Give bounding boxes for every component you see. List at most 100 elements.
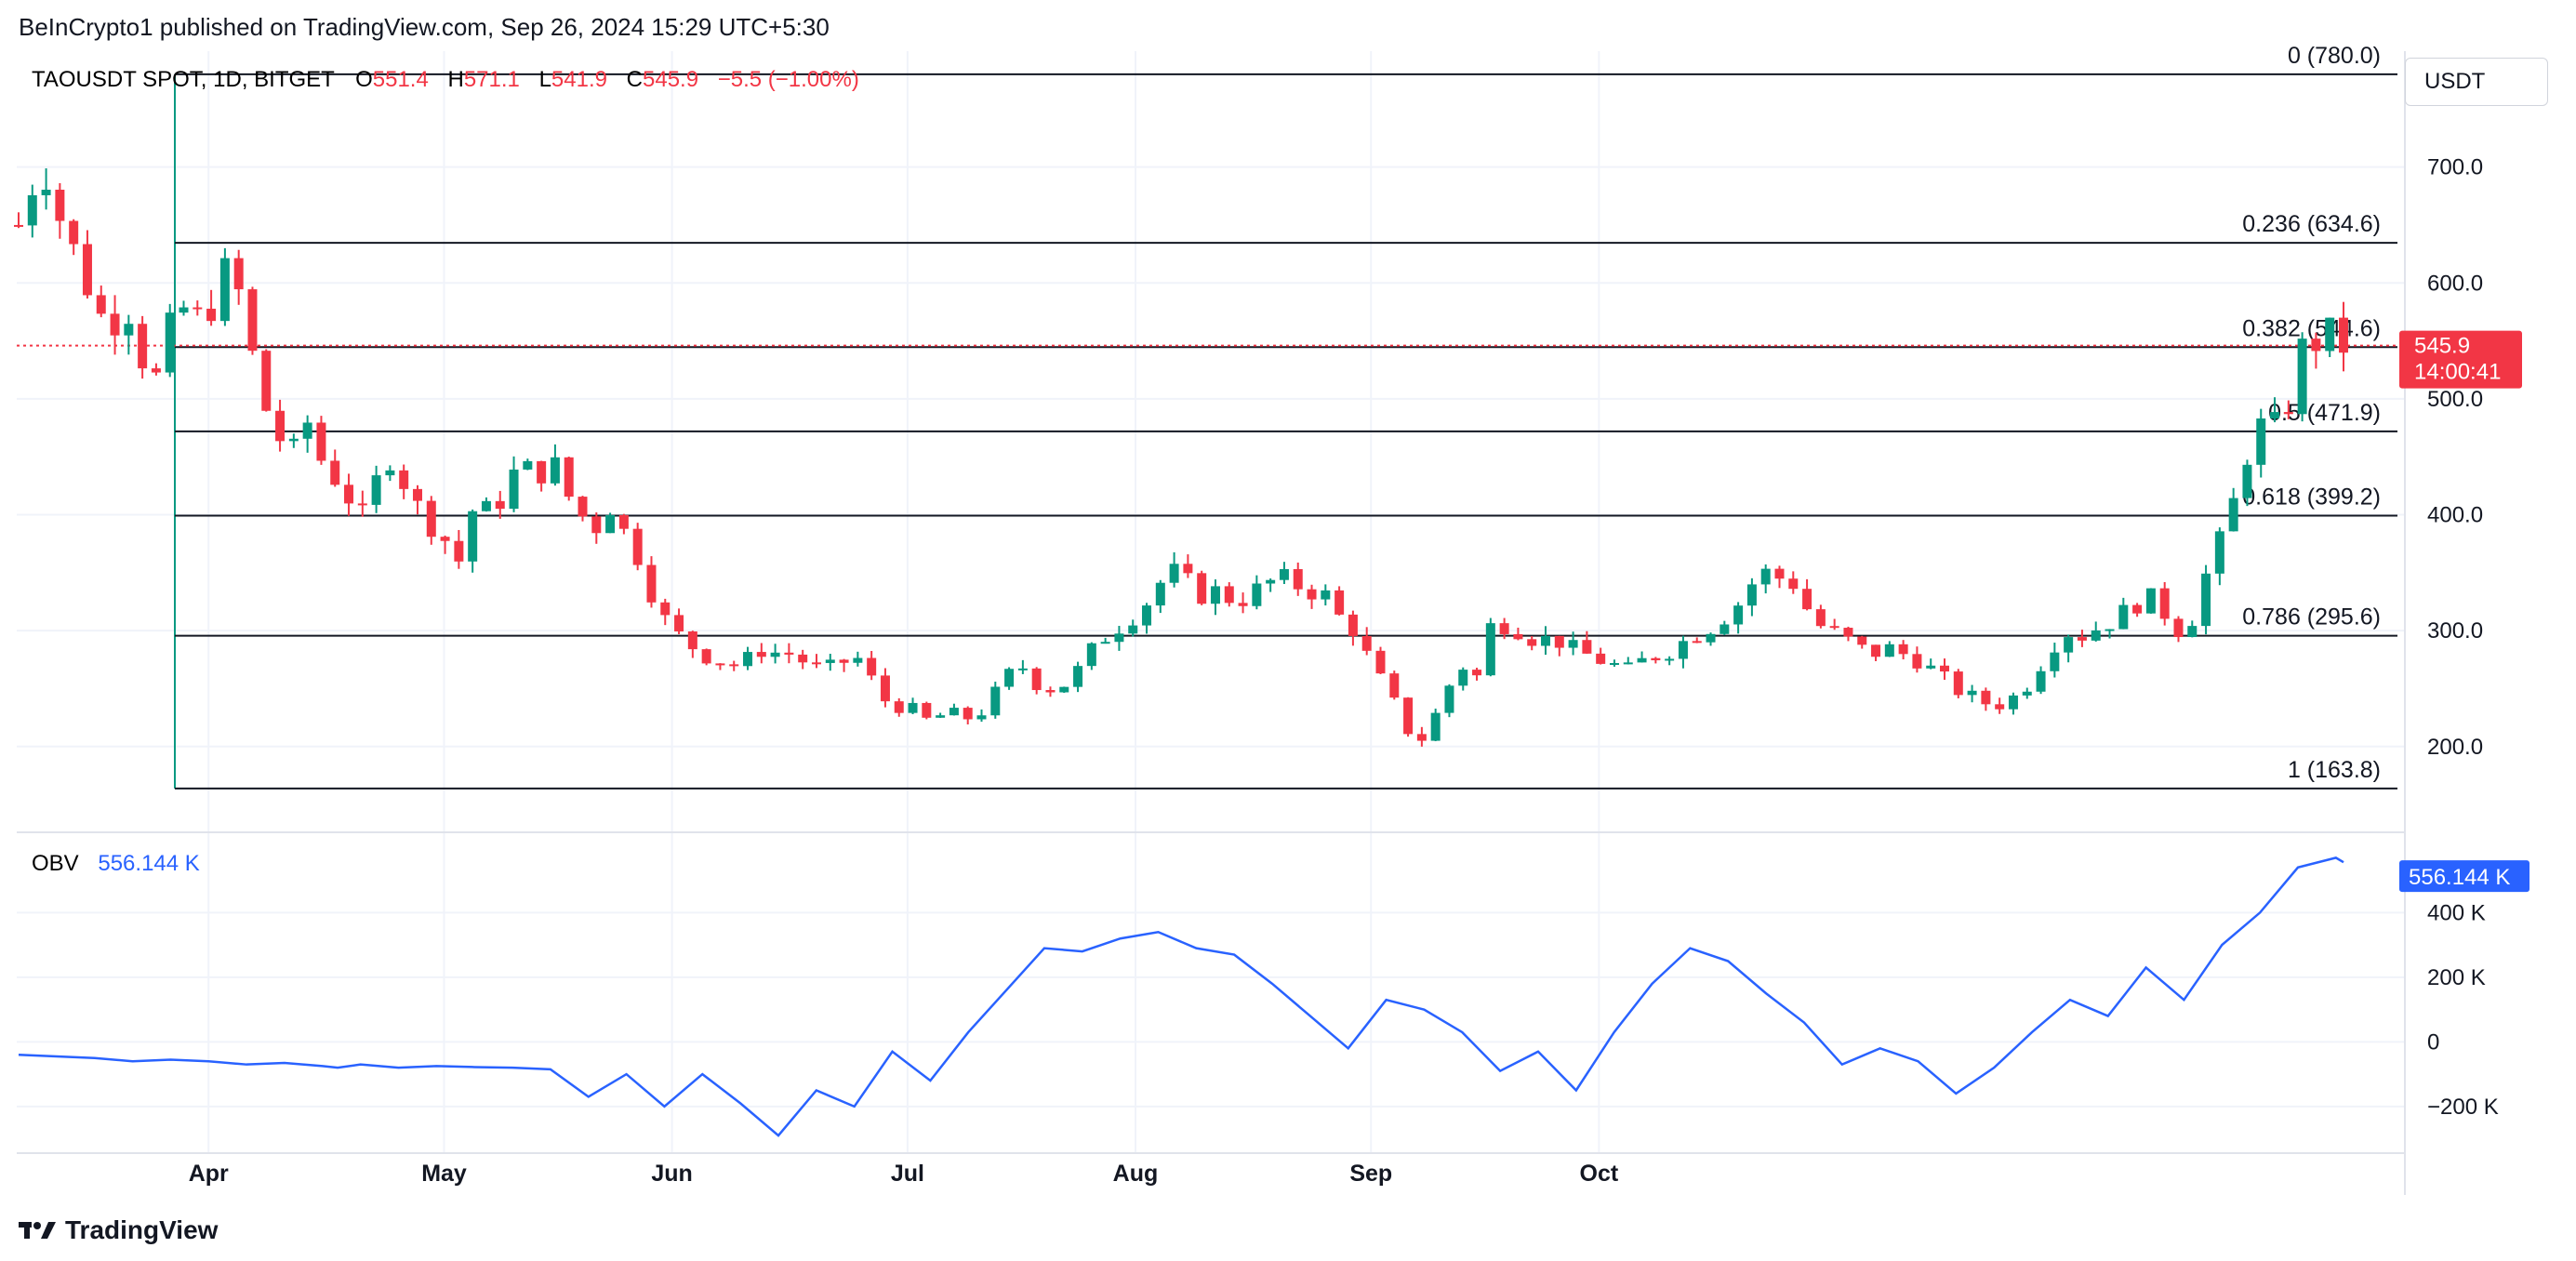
candle-down: [1499, 623, 1509, 634]
candle-down: [1472, 670, 1482, 676]
candle-down: [1815, 609, 1826, 627]
fibonacci-retracement[interactable]: 0 (780.0)0.236 (634.6)0.382 (544.6)0.5 (…: [174, 43, 2397, 790]
fib-level-label: 0.618 (399.2): [2242, 484, 2381, 511]
fib-level-label: 0.236 (634.6): [2242, 211, 2381, 237]
candle-up: [2187, 626, 2198, 638]
candle-down: [330, 460, 340, 485]
candle-up: [1128, 625, 1138, 634]
candle-up: [219, 258, 230, 322]
candle-up: [509, 469, 519, 510]
candle-up: [1155, 582, 1165, 606]
candle-up: [2325, 317, 2335, 352]
time-axis[interactable]: Apr May Jun Jul Aug Sep Oct: [189, 1161, 1619, 1187]
obv-legend[interactable]: OBV 556.144 K: [32, 851, 200, 876]
candle-down: [880, 675, 890, 702]
candle-up: [990, 686, 1001, 716]
obv-tick-label: 200 K: [2427, 965, 2486, 990]
candle-up: [743, 652, 753, 667]
price-tick-label: 600.0: [2427, 271, 2483, 296]
candle-up: [1665, 658, 1675, 661]
candle-up: [1100, 642, 1110, 644]
candle-down: [674, 615, 684, 632]
candle-up: [550, 457, 560, 484]
candle-up: [523, 460, 533, 470]
candle-down: [138, 324, 148, 369]
candle-up: [1720, 624, 1730, 634]
candle-down: [1871, 644, 1881, 657]
price-tick-label: 700.0: [2427, 155, 2483, 180]
time-tick-label: May: [421, 1161, 467, 1187]
candle-down: [1197, 573, 1207, 604]
candle-down: [922, 702, 932, 718]
candle-down: [578, 497, 588, 517]
candle-up: [1706, 633, 1716, 643]
candle-down: [1031, 668, 1042, 691]
candle-down: [729, 664, 739, 667]
candle-down: [1513, 633, 1523, 640]
candle-up: [2228, 498, 2238, 532]
candle-down: [344, 484, 354, 504]
candle-up: [371, 475, 381, 505]
time-tick-label: Jul: [891, 1161, 924, 1187]
time-tick-label: Oct: [1580, 1161, 1619, 1187]
obv-value-badge: 556.144 K: [2399, 860, 2530, 893]
candle-down: [867, 657, 877, 676]
candle-down: [357, 503, 367, 506]
candle-down: [1981, 690, 1991, 705]
candle-up: [2022, 691, 2032, 696]
candle-down: [660, 602, 671, 616]
candle-down: [1651, 657, 1661, 661]
currency-button[interactable]: USDT: [2405, 58, 2548, 106]
candle-up: [1169, 564, 1179, 583]
obv-axis[interactable]: −200 K 0 200 K 400 K: [2427, 900, 2499, 1119]
candle-up: [2270, 412, 2280, 418]
fib-level-label: 1 (163.8): [2288, 757, 2381, 783]
candle-up: [1485, 623, 1495, 676]
candle-down: [2311, 338, 2321, 352]
candle-down: [233, 258, 244, 290]
candle-down: [193, 307, 203, 310]
candle-down: [399, 470, 409, 489]
candle-down: [1224, 586, 1234, 604]
low-value: 541.9: [551, 67, 607, 92]
candle-up: [1142, 605, 1152, 626]
candle-down: [1788, 578, 1799, 590]
candle-down: [2339, 317, 2348, 353]
obv-title: OBV: [32, 851, 79, 876]
obv-legend-value: 556.144 K: [98, 851, 199, 876]
time-tick-label: Sep: [1349, 1161, 1392, 1187]
fib-level-label: 0 (780.0): [2288, 43, 2381, 69]
candle-up: [2105, 629, 2115, 631]
candle-down: [1692, 641, 1702, 644]
candle-up: [1252, 583, 1262, 606]
candle-down: [811, 662, 821, 665]
candle-down: [1857, 636, 1867, 645]
candle-up: [2145, 588, 2156, 614]
price-axis[interactable]: 200.0 300.0 400.0 500.0 600.0 700.0: [2427, 155, 2483, 760]
candle-down: [1912, 654, 1922, 669]
tradingview-logo-icon: [19, 1222, 56, 1239]
candle-up: [1678, 641, 1688, 659]
candle-up: [1279, 568, 1289, 580]
candle-down: [440, 537, 450, 541]
candle-down: [687, 631, 697, 650]
candle-up: [1609, 662, 1619, 665]
candle-down: [564, 457, 574, 498]
candle-down: [2159, 588, 2170, 619]
candle-down: [756, 652, 766, 657]
candle-up: [1210, 586, 1220, 604]
obv-tick-label: 0: [2427, 1029, 2439, 1055]
candle-down: [426, 500, 436, 538]
symbol-legend[interactable]: TAOUSDT SPOT, 1D, BITGET O551.4 H571.1 L…: [32, 67, 859, 92]
candle-down: [96, 295, 106, 314]
candle-down: [2173, 618, 2184, 638]
candle-up: [165, 312, 175, 373]
candle-up: [1637, 657, 1647, 663]
candle-down: [55, 189, 65, 221]
candle-up: [2256, 418, 2266, 465]
candle-down: [537, 460, 547, 484]
candle-up: [853, 657, 863, 663]
candle-down: [1348, 614, 1358, 636]
candle-up: [2118, 604, 2129, 630]
